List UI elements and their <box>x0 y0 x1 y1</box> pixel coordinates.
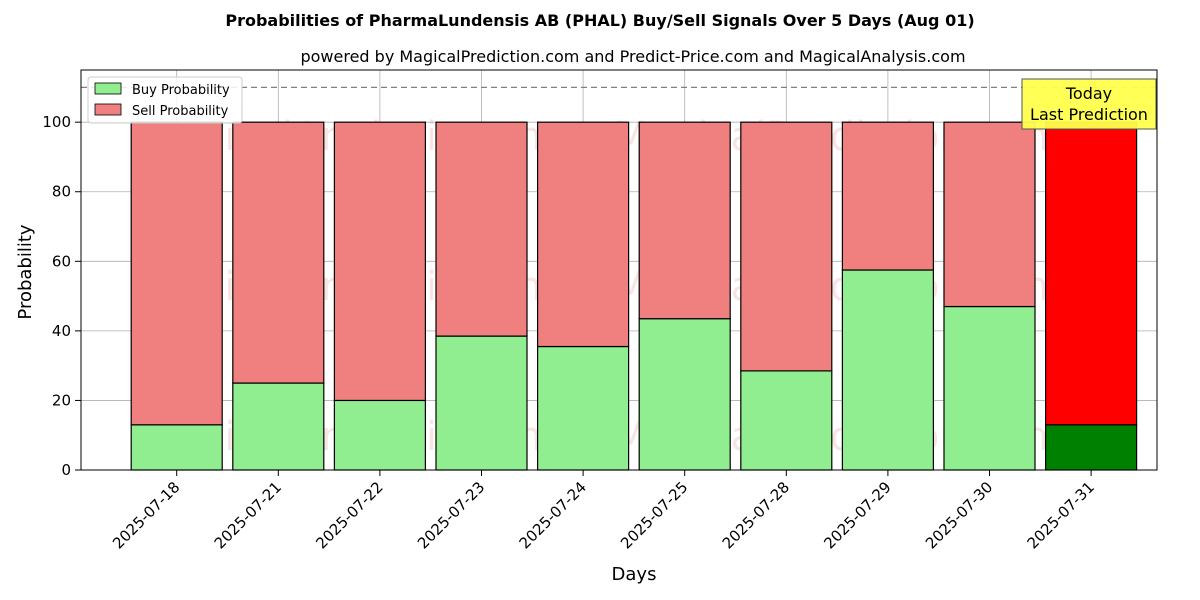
y-tick-label-60: 60 <box>52 252 71 270</box>
bar-sell-2025-07-25 <box>638 121 731 320</box>
bar-buy-2025-07-22 <box>333 399 426 471</box>
bar-buy-2025-07-29 <box>841 269 935 471</box>
x-tick-label-2025-07-21: 2025-07-21 <box>211 478 285 552</box>
x-tick-label-2025-07-31: 2025-07-31 <box>1024 478 1098 552</box>
y-tick-label-0: 0 <box>61 461 71 479</box>
bar-sell-2025-07-28 <box>740 121 833 372</box>
y-tick-label-20: 20 <box>52 391 71 409</box>
y-tick-label-100: 100 <box>42 113 71 131</box>
y-axis-ticks: 0 20 40 60 80 100 <box>42 113 81 479</box>
bar-buy-2025-07-23 <box>435 335 528 471</box>
y-tick-label-80: 80 <box>52 183 71 201</box>
legend-swatch-sell <box>94 103 122 116</box>
x-axis-ticks: 2025-07-18 2025-07-21 2025-07-22 2025-07-23… <box>109 470 1098 552</box>
legend-label-sell: Sell Probability <box>132 104 229 119</box>
chart-subtitle: powered by MagicalPrediction.com and Pre… <box>300 47 965 66</box>
legend-box <box>87 76 243 124</box>
bar-buy-2025-07-31 <box>1044 424 1138 471</box>
bar-sell-2025-07-31 <box>1044 121 1138 426</box>
bar-buy-2025-07-18 <box>130 424 223 471</box>
x-tick-label-2025-07-24: 2025-07-24 <box>516 478 590 552</box>
bar-buy-2025-07-25 <box>638 318 731 471</box>
annotation-line-1: Today <box>1065 84 1112 103</box>
bar-sell-2025-07-18 <box>130 121 223 426</box>
x-tick-label-2025-07-30: 2025-07-30 <box>922 478 996 552</box>
x-axis-label: Days <box>612 564 657 585</box>
annotation-line-2: Last Prediction <box>1030 105 1148 124</box>
plot-frame <box>80 69 1158 471</box>
x-tick-label-2025-07-23: 2025-07-23 <box>414 478 488 552</box>
legend-swatch-buy <box>94 82 122 95</box>
x-tick-label-2025-07-29: 2025-07-29 <box>820 478 894 552</box>
x-tick-label-2025-07-22: 2025-07-22 <box>312 478 386 552</box>
bar-buy-2025-07-21 <box>232 382 325 471</box>
chart-title: Probabilities of PharmaLundensis AB (PHA… <box>225 11 974 30</box>
legend: Buy Probability Sell Probability <box>87 76 243 124</box>
annotation-box <box>1021 78 1157 130</box>
bar-sell-2025-07-23 <box>435 121 528 337</box>
bar-buy-2025-07-28 <box>740 370 833 471</box>
today-annotation: Today Last Prediction <box>1021 78 1157 130</box>
bar-sell-2025-07-30 <box>943 121 1036 308</box>
bar-buy-2025-07-30 <box>943 305 1036 471</box>
x-tick-label-2025-07-18: 2025-07-18 <box>109 478 183 552</box>
bars-layer <box>130 121 1138 471</box>
bar-sell-2025-07-29 <box>841 121 935 271</box>
bar-sell-2025-07-24 <box>536 121 630 348</box>
bar-sell-2025-07-22 <box>333 121 426 402</box>
legend-label-buy: Buy Probability <box>132 83 230 98</box>
x-tick-label-2025-07-28: 2025-07-28 <box>719 478 793 552</box>
y-tick-label-40: 40 <box>52 322 71 340</box>
bar-sell-2025-07-21 <box>232 121 325 384</box>
x-tick-label-2025-07-25: 2025-07-25 <box>617 478 691 552</box>
bar-buy-2025-07-24 <box>536 345 630 471</box>
y-axis-label: Probability <box>15 224 36 319</box>
